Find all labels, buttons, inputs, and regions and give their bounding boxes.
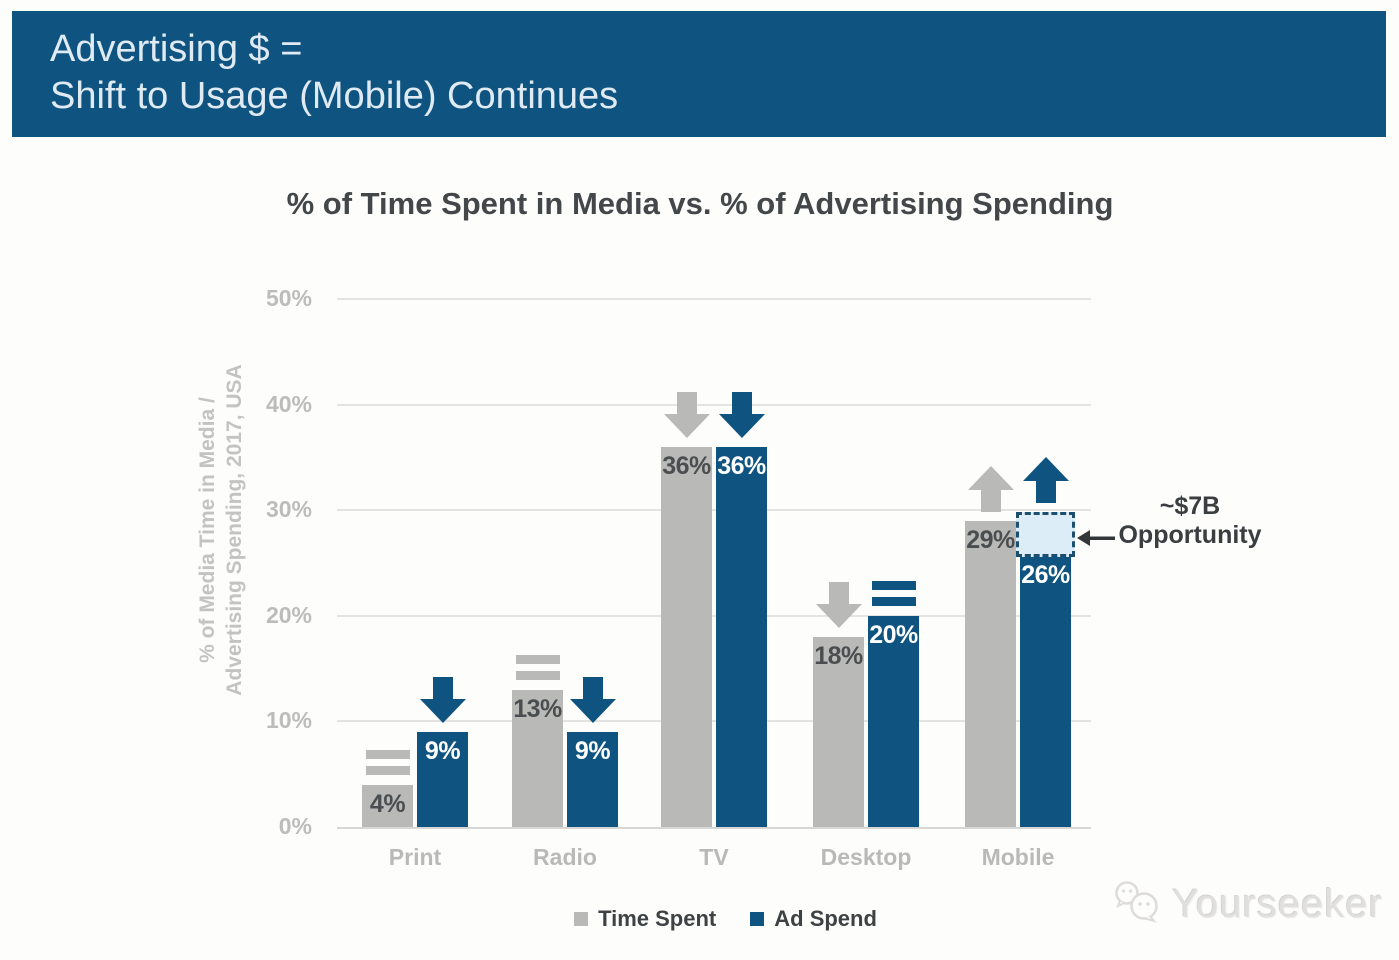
bar-value-ad-spend-print: 9%	[424, 737, 461, 766]
bar-value-time-spent-mobile: 29%	[966, 525, 1015, 554]
legend-item-ad-spend: Ad Spend	[750, 906, 877, 932]
bar-value-time-spent-desktop: 18%	[814, 642, 863, 671]
y-tick-0%: 0%	[278, 813, 312, 839]
trend-down-icon-ad-spend-tv	[718, 392, 765, 443]
bar-ad-spend-mobile: 26%	[1020, 552, 1071, 827]
slide-title-banner: Advertising $ = Shift to Usage (Mobile) …	[12, 11, 1386, 137]
bar-value-time-spent-tv: 36%	[662, 452, 711, 481]
bar-ad-spend-desktop: 20%	[868, 615, 919, 827]
bar-time-spent-mobile: 29%	[965, 520, 1016, 827]
bar-time-spent-tv: 36%	[661, 447, 712, 827]
opportunity-annotation-line1: ~$7B	[1159, 492, 1221, 520]
bar-value-ad-spend-radio: 9%	[574, 737, 611, 766]
bar-ad-spend-tv: 36%	[716, 447, 767, 827]
legend-label-time-spent: Time Spent	[598, 906, 717, 931]
bar-value-time-spent-print: 4%	[369, 789, 406, 818]
x-axis-line	[337, 827, 1091, 829]
trend-down-icon-time-spent-desktop	[815, 582, 862, 633]
x-category-tv: TV	[699, 844, 729, 870]
opportunity-annotation: ~$7B Opportunity	[1095, 492, 1285, 550]
bar-value-ad-spend-tv: 36%	[717, 452, 766, 481]
trend-up-icon-ad-spend-mobile	[1022, 456, 1069, 508]
trend-flat-icon-time-spent-radio	[515, 654, 560, 687]
watermark: Yourseeker	[1112, 878, 1383, 931]
x-category-print: Print	[388, 844, 442, 870]
legend-swatch-time-spent	[574, 912, 589, 926]
slide-title-line1: Advertising $ =	[50, 28, 303, 70]
gridline-20%	[337, 614, 1091, 617]
opportunity-gap-box	[1016, 511, 1075, 557]
y-tick-20%: 20%	[265, 601, 312, 628]
gridline-40%	[337, 403, 1091, 406]
x-category-mobile: Mobile	[981, 844, 1055, 870]
bar-ad-spend-print: 9%	[417, 732, 468, 827]
opportunity-annotation-line2: Opportunity	[1118, 521, 1262, 549]
watermark-text: Yourseeker	[1172, 882, 1383, 926]
legend-swatch-ad-spend	[750, 912, 765, 926]
legend-label-ad-spend: Ad Spend	[774, 906, 877, 931]
legend-item-time-spent: Time Spent	[574, 906, 716, 932]
gridline-30%	[337, 509, 1091, 512]
bar-time-spent-print: 4%	[362, 784, 413, 827]
x-category-desktop: Desktop	[820, 844, 912, 870]
x-category-radio: Radio	[533, 844, 597, 870]
gridline-50%	[337, 298, 1091, 301]
trend-down-icon-ad-spend-print	[419, 677, 466, 728]
bar-value-ad-spend-mobile: 26%	[1021, 560, 1070, 589]
chart-legend: Time Spent Ad Spend	[26, 906, 1399, 932]
bar-time-spent-radio: 13%	[512, 689, 563, 827]
y-tick-50%: 50%	[265, 285, 312, 312]
chart-title: % of Time Spent in Media vs. % of Advert…	[286, 186, 1114, 221]
trend-down-icon-ad-spend-radio	[569, 677, 616, 728]
annotation-left-arrow-icon	[1077, 530, 1115, 546]
slide-title-line2: Shift to Usage (Mobile) Continues	[50, 75, 619, 117]
y-tick-40%: 40%	[265, 390, 312, 417]
trend-up-icon-time-spent-mobile	[967, 465, 1014, 517]
bar-ad-spend-radio: 9%	[567, 732, 618, 827]
chat-bubbles-icon	[1112, 878, 1164, 931]
trend-flat-icon-ad-spend-desktop	[871, 580, 916, 613]
trend-down-icon-time-spent-tv	[663, 392, 710, 443]
bar-value-time-spent-radio: 13%	[513, 694, 562, 723]
bar-time-spent-desktop: 18%	[813, 637, 864, 827]
y-tick-30%: 30%	[265, 496, 312, 523]
gridline-10%	[337, 720, 1091, 723]
trend-flat-icon-time-spent-print	[365, 749, 410, 782]
bar-value-ad-spend-desktop: 20%	[869, 620, 918, 649]
y-tick-10%: 10%	[265, 707, 312, 734]
